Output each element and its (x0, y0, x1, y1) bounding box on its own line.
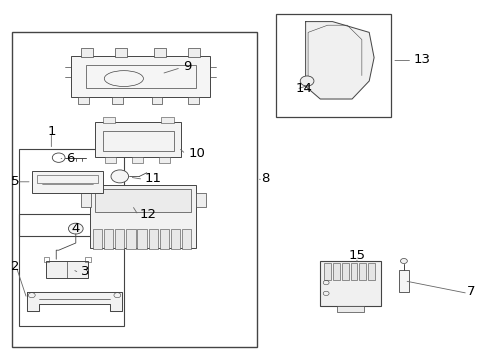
Bar (90, 185, 195, 248)
Text: 12: 12 (139, 208, 156, 221)
Bar (85, 65, 195, 88)
Bar (43, 257, 49, 262)
Bar (148, 229, 158, 249)
Circle shape (111, 170, 128, 183)
Bar (398, 270, 408, 292)
Bar (276, 14, 390, 117)
Circle shape (300, 76, 313, 86)
Text: 15: 15 (348, 249, 365, 262)
Bar (160, 229, 168, 249)
Text: 5: 5 (11, 175, 20, 188)
Text: 11: 11 (144, 172, 161, 185)
Bar (320, 261, 381, 306)
Polygon shape (27, 292, 122, 311)
Bar (115, 229, 124, 249)
Bar (182, 229, 191, 249)
Bar (332, 263, 339, 280)
Text: 10: 10 (188, 147, 205, 159)
Bar (81, 193, 91, 207)
Bar (102, 117, 115, 123)
Text: 4: 4 (71, 222, 79, 235)
Bar (359, 263, 366, 280)
Bar (324, 263, 330, 280)
Bar (115, 48, 127, 57)
Bar (105, 157, 116, 163)
Bar (154, 48, 166, 57)
Bar (19, 149, 123, 236)
Bar (71, 56, 210, 97)
Text: 8: 8 (261, 172, 269, 185)
Text: 2: 2 (11, 260, 20, 273)
Bar (188, 97, 199, 104)
Bar (350, 263, 357, 280)
Bar (46, 261, 88, 278)
Bar (188, 48, 200, 57)
Bar (85, 257, 91, 262)
Bar (132, 157, 142, 163)
Text: 6: 6 (66, 152, 74, 165)
Bar (137, 229, 146, 249)
Bar (161, 117, 173, 123)
Bar (104, 229, 113, 249)
Text: 9: 9 (183, 60, 191, 73)
Bar (19, 214, 123, 326)
Bar (81, 48, 93, 57)
Circle shape (400, 258, 407, 264)
Text: 1: 1 (47, 125, 56, 138)
Bar (12, 32, 256, 347)
Bar (95, 189, 190, 212)
Bar (341, 263, 348, 280)
Bar (102, 131, 173, 151)
Bar (151, 97, 162, 104)
Bar (159, 157, 169, 163)
Bar (337, 306, 364, 312)
Bar (95, 122, 181, 157)
Bar (367, 263, 374, 280)
Bar (37, 175, 98, 183)
Text: 14: 14 (295, 82, 312, 95)
Bar (32, 171, 102, 193)
Circle shape (68, 223, 83, 234)
Text: 3: 3 (81, 265, 89, 278)
Polygon shape (305, 22, 373, 99)
Text: 13: 13 (412, 53, 429, 66)
Text: 7: 7 (466, 285, 474, 298)
Bar (93, 229, 102, 249)
Bar (170, 229, 180, 249)
Bar (112, 97, 123, 104)
Bar (195, 193, 206, 207)
Bar (78, 97, 89, 104)
Bar (126, 229, 135, 249)
